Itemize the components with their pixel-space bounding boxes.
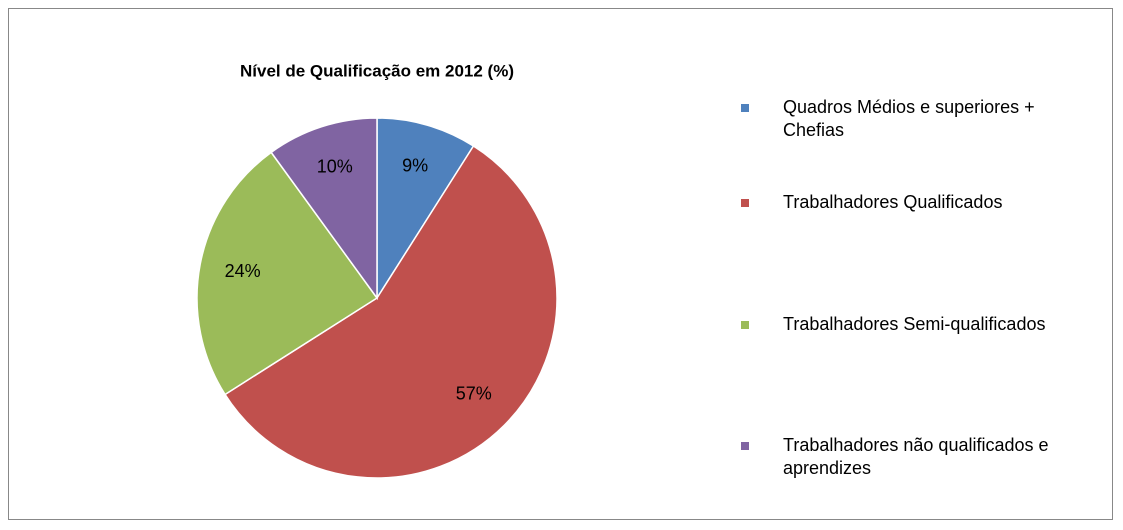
legend-label: Trabalhadores não qualificados e aprendi… <box>783 435 1049 478</box>
chart-title: Nível de Qualificação em 2012 (%) <box>240 61 514 80</box>
legend-swatch <box>741 199 749 207</box>
pie-slice <box>196 151 379 396</box>
legend-swatch <box>741 104 749 112</box>
legend-label: Trabalhadores Semi-qualificados <box>783 314 1046 334</box>
data-label: 10% <box>317 157 353 177</box>
legend-item: Trabalhadores Qualificados <box>741 191 1071 214</box>
chart-frame <box>8 8 1113 520</box>
legend-item: Quadros Médios e superiores + Chefias <box>741 96 1071 142</box>
pie-slice <box>223 144 558 479</box>
legend-label: Trabalhadores Qualificados <box>783 192 1003 212</box>
data-label: 9% <box>402 155 428 175</box>
data-label: 57% <box>456 383 492 403</box>
legend-label: Quadros Médios e superiores + Chefias <box>783 97 1035 140</box>
legend-swatch <box>741 442 749 450</box>
data-label: 24% <box>225 261 261 281</box>
legend-item: Trabalhadores não qualificados e aprendi… <box>741 434 1071 480</box>
pie-slice <box>376 117 475 301</box>
legend-swatch <box>741 321 749 329</box>
legend-item: Trabalhadores Semi-qualificados <box>741 313 1071 336</box>
pie-slice <box>270 117 378 301</box>
